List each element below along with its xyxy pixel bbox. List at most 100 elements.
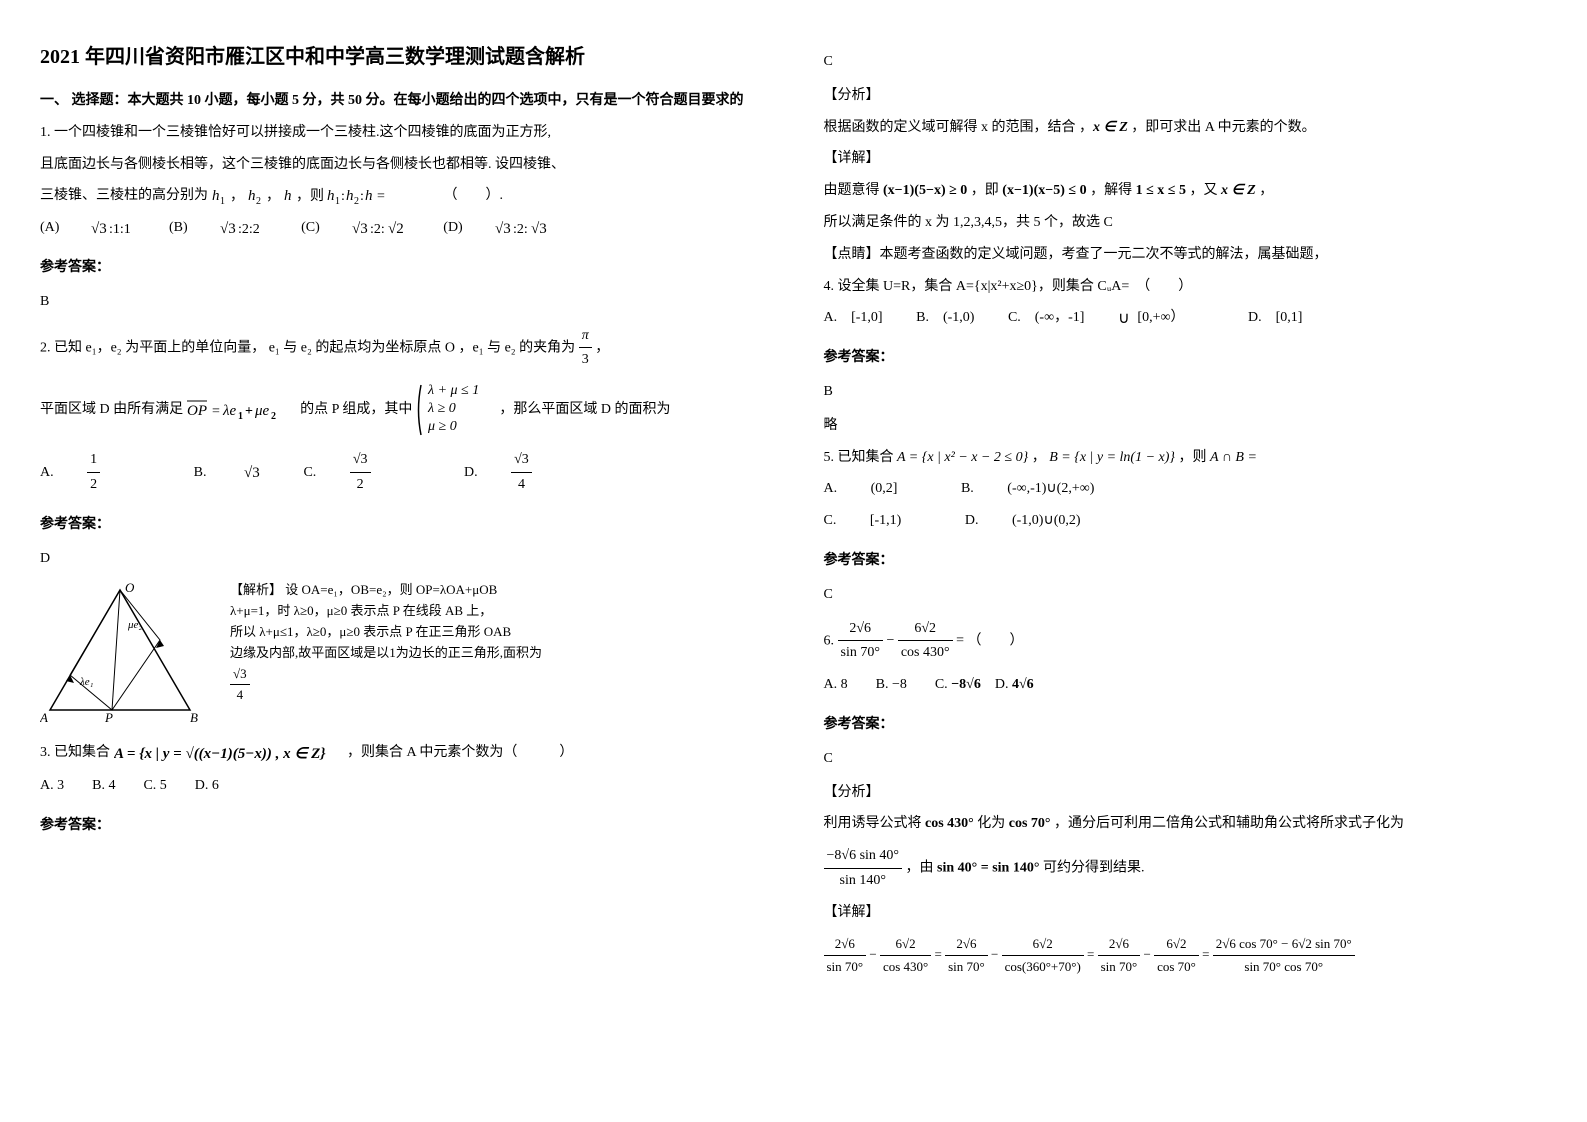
q3-fenxi: 【分析】 xyxy=(824,84,1548,108)
q2-optD: D. √34 xyxy=(464,448,592,497)
q2-figure-row: O A B P μe₂ λe₁ 【解析】 设 OA=e₁，OB=e₂，则 OP=… xyxy=(40,580,764,730)
svg-text:OP: OP xyxy=(187,403,207,419)
triangle-diagram: O A B P μe₂ λe₁ xyxy=(40,580,210,730)
q2-options: A. 12 B. √3 C. √32 D. √34 xyxy=(40,448,764,497)
q5-pre: 5. 已知集合 xyxy=(824,450,894,465)
q2-stem2-post: ，那么平面区域 D 的面积为 xyxy=(499,402,670,417)
q6-stem: 6. 2√6sin 70° − 6√2cos 430° = （ ） xyxy=(824,617,1548,666)
q5-optD-label: D. xyxy=(965,509,979,533)
q6-opts: A. 8 B. −8 C. −8√6 D. 4√6 xyxy=(824,673,1548,697)
q6-cos70: cos 70° xyxy=(1009,816,1051,831)
q6-cos430: cos 430° xyxy=(925,816,974,831)
q2-optB-label: B. xyxy=(194,461,207,485)
left-column: 2021 年四川省资阳市雁江区中和中学高三数学理测试题含解析 一、 选择题：本大… xyxy=(40,40,764,986)
q3-det-final: ， xyxy=(1259,183,1273,198)
svg-text:h: h xyxy=(327,188,335,204)
q5-optA: A. (0,2] xyxy=(824,477,928,501)
q2-optA: A. 12 xyxy=(40,448,160,497)
q3-stem-pre: 3. 已知集合 xyxy=(40,746,110,761)
right-column: C 【分析】 根据函数的定义域可解得 x 的范围，结合 ，x ∈ Z ，即可求出… xyxy=(824,40,1548,986)
q2-op-formula: OP = λe1 + μe2 xyxy=(187,402,301,417)
svg-text:h: h xyxy=(365,188,373,204)
q3-opts: A. 3 B. 4 C. 5 D. 6 xyxy=(40,774,764,798)
q6-fenxi: 【分析】 xyxy=(824,781,1548,805)
q1-line3: 三棱锥、三棱柱的高分别为 h1 ， h2 ， h ，则 h1 : h2 : h … xyxy=(40,184,764,208)
svg-text:√3: √3 xyxy=(352,221,368,237)
q5-optC: C. [-1,1) xyxy=(824,509,932,533)
svg-text:√3: √3 xyxy=(244,465,260,481)
q5-optD: D. (-1,0)∪(0,2) xyxy=(965,509,1111,533)
q6-fx-mid: 化为 xyxy=(977,816,1005,831)
q5-optA-label: A. xyxy=(824,477,838,501)
q6-fenxi-body: 利用诱导公式将 cos 430° 化为 cos 70° ，通分后可利用二倍角公式… xyxy=(824,812,1548,836)
svg-text:1: 1 xyxy=(220,196,225,207)
svg-text:√3: √3 xyxy=(495,221,511,237)
q3-xz: ，x ∈ Z xyxy=(1079,120,1128,135)
q6-opts-pre: A. 8 B. −8 C. xyxy=(824,677,948,692)
q5-mid: ， xyxy=(1032,450,1046,465)
q3-detail-body: 由题意得 (x−1)(5−x) ≥ 0 ，即 (x−1)(x−5) ≤ 0 ，解… xyxy=(824,179,1548,203)
tri-P: P xyxy=(104,710,113,725)
q1-line1: 1. 一个四棱锥和一个三棱锥恰好可以拼接成一个三棱柱.这个四棱锥的底面为正方形, xyxy=(40,121,764,145)
union-icon: ∪ xyxy=(1118,310,1134,326)
q6-optC-val: −8√6 xyxy=(951,677,981,692)
q3-det-f1: (x−1)(5−x) ≥ 0 xyxy=(883,183,967,198)
q2-optD-label: D. xyxy=(464,461,478,485)
section-heading: 一、 选择题：本大题共 10 小题，每小题 5 分，共 50 分。在每小题给出的… xyxy=(40,89,764,113)
q6-sin-eq: sin 40° = sin 140° xyxy=(937,861,1039,876)
q6-line2-post: 可约分得到结果. xyxy=(1043,861,1145,876)
q6-long-eq: 2√6sin 70° − 6√2cos 430° = 2√6sin 70° − … xyxy=(824,933,1548,978)
svg-text:λe: λe xyxy=(222,403,236,419)
q5-optC-label: C. xyxy=(824,509,837,533)
q4-stem: 4. 设全集 U=R，集合 A={x|x²+x≥0}，则集合 CᵤA= （ ） xyxy=(824,275,1548,299)
q1-optD-label: (D) xyxy=(443,216,462,240)
svg-text:∪: ∪ xyxy=(1118,310,1130,326)
svg-text:μ ≥ 0: μ ≥ 0 xyxy=(427,419,457,434)
q2-explain1: 设 OA=e₁，OB=e₂，则 OP=λOA+μOB xyxy=(285,582,497,597)
q1-optC: (C)√3:2:√2 xyxy=(301,216,410,240)
q5-opts-row1: A. (0,2] B. (-∞,-1)∪(2,+∞) xyxy=(824,477,1548,501)
q4-optC-post: [0,+∞） xyxy=(1137,306,1184,330)
svg-text:h: h xyxy=(248,188,256,204)
q3-dianjing: 【点睛】本题考查函数的定义域问题，考查了一元二次不等式的解法，属基础题， xyxy=(824,243,1548,267)
q5-stem: 5. 已知集合 A = {x | x² − x − 2 ≤ 0} ， B = {… xyxy=(824,446,1548,470)
q6-post: （ ） xyxy=(968,633,1024,648)
q5-ans: C xyxy=(824,583,1548,607)
svg-text:，: ， xyxy=(230,189,244,204)
tri-la: λe₁ xyxy=(79,676,94,688)
svg-text:1: 1 xyxy=(238,411,243,421)
svg-text::: : xyxy=(341,189,345,204)
q2-optC-label: C. xyxy=(303,461,316,485)
q5-optB: B. (-∞,-1)∪(2,+∞) xyxy=(961,477,1124,501)
tri-B: B xyxy=(190,710,198,725)
q5-ab: A ∩ B = xyxy=(1210,450,1257,465)
svg-text:A = {x | y = √((x−1)(5−x)) , x: A = {x | y = √((x−1)(5−x)) , x ∈ Z} xyxy=(114,746,326,762)
q3-det-f4: x ∈ Z xyxy=(1221,183,1256,198)
q3-ans-label: 参考答案： xyxy=(40,814,764,838)
tri-A: A xyxy=(40,710,48,725)
q3-fenxi-body: 根据函数的定义域可解得 x 的范围，结合 ，x ∈ Z ，即可求出 A 中元素的… xyxy=(824,116,1548,140)
q2-stem1: 2. 已知 e₁，e₂ 为平面上的单位向量， e₁ 与 e₂ 的起点均为坐标原点… xyxy=(40,324,764,373)
svg-text:1: 1 xyxy=(335,196,340,207)
svg-text:h: h xyxy=(284,188,292,204)
svg-text:2: 2 xyxy=(271,411,276,421)
q2-explain: 【解析】 设 OA=e₁，OB=e₂，则 OP=λOA+μOB λ+μ=1，时 … xyxy=(230,580,542,706)
svg-text::2:: :2: xyxy=(513,222,528,237)
q4-ans-label: 参考答案： xyxy=(824,346,1548,370)
tri-O: O xyxy=(125,580,135,595)
q6-num: 6. xyxy=(824,633,835,648)
q6-optD-val: 4√6 xyxy=(1012,677,1034,692)
q1-optB-label: (B) xyxy=(169,216,188,240)
svg-text:=: = xyxy=(212,404,220,419)
q2-ans-label: 参考答案： xyxy=(40,513,764,537)
q3-detail-label: 【详解】 xyxy=(824,147,1548,171)
svg-text:μe: μe xyxy=(254,403,270,419)
q5-optC-val: [-1,1) xyxy=(870,509,902,533)
q3-line2: 所以满足条件的 x 为 1,2,3,4,5，共 5 个，故选 C xyxy=(824,211,1548,235)
q2-frac-pi3: π3 xyxy=(579,324,592,373)
tri-mu: μe₂ xyxy=(127,619,142,631)
q6-ans-label: 参考答案： xyxy=(824,713,1548,737)
q3-fenxi-post: ，即可求出 A 中元素的个数。 xyxy=(1131,120,1315,135)
q3-stem-post: ，则集合 A 中元素个数为（ ） xyxy=(347,746,573,761)
svg-text:2: 2 xyxy=(256,196,261,207)
